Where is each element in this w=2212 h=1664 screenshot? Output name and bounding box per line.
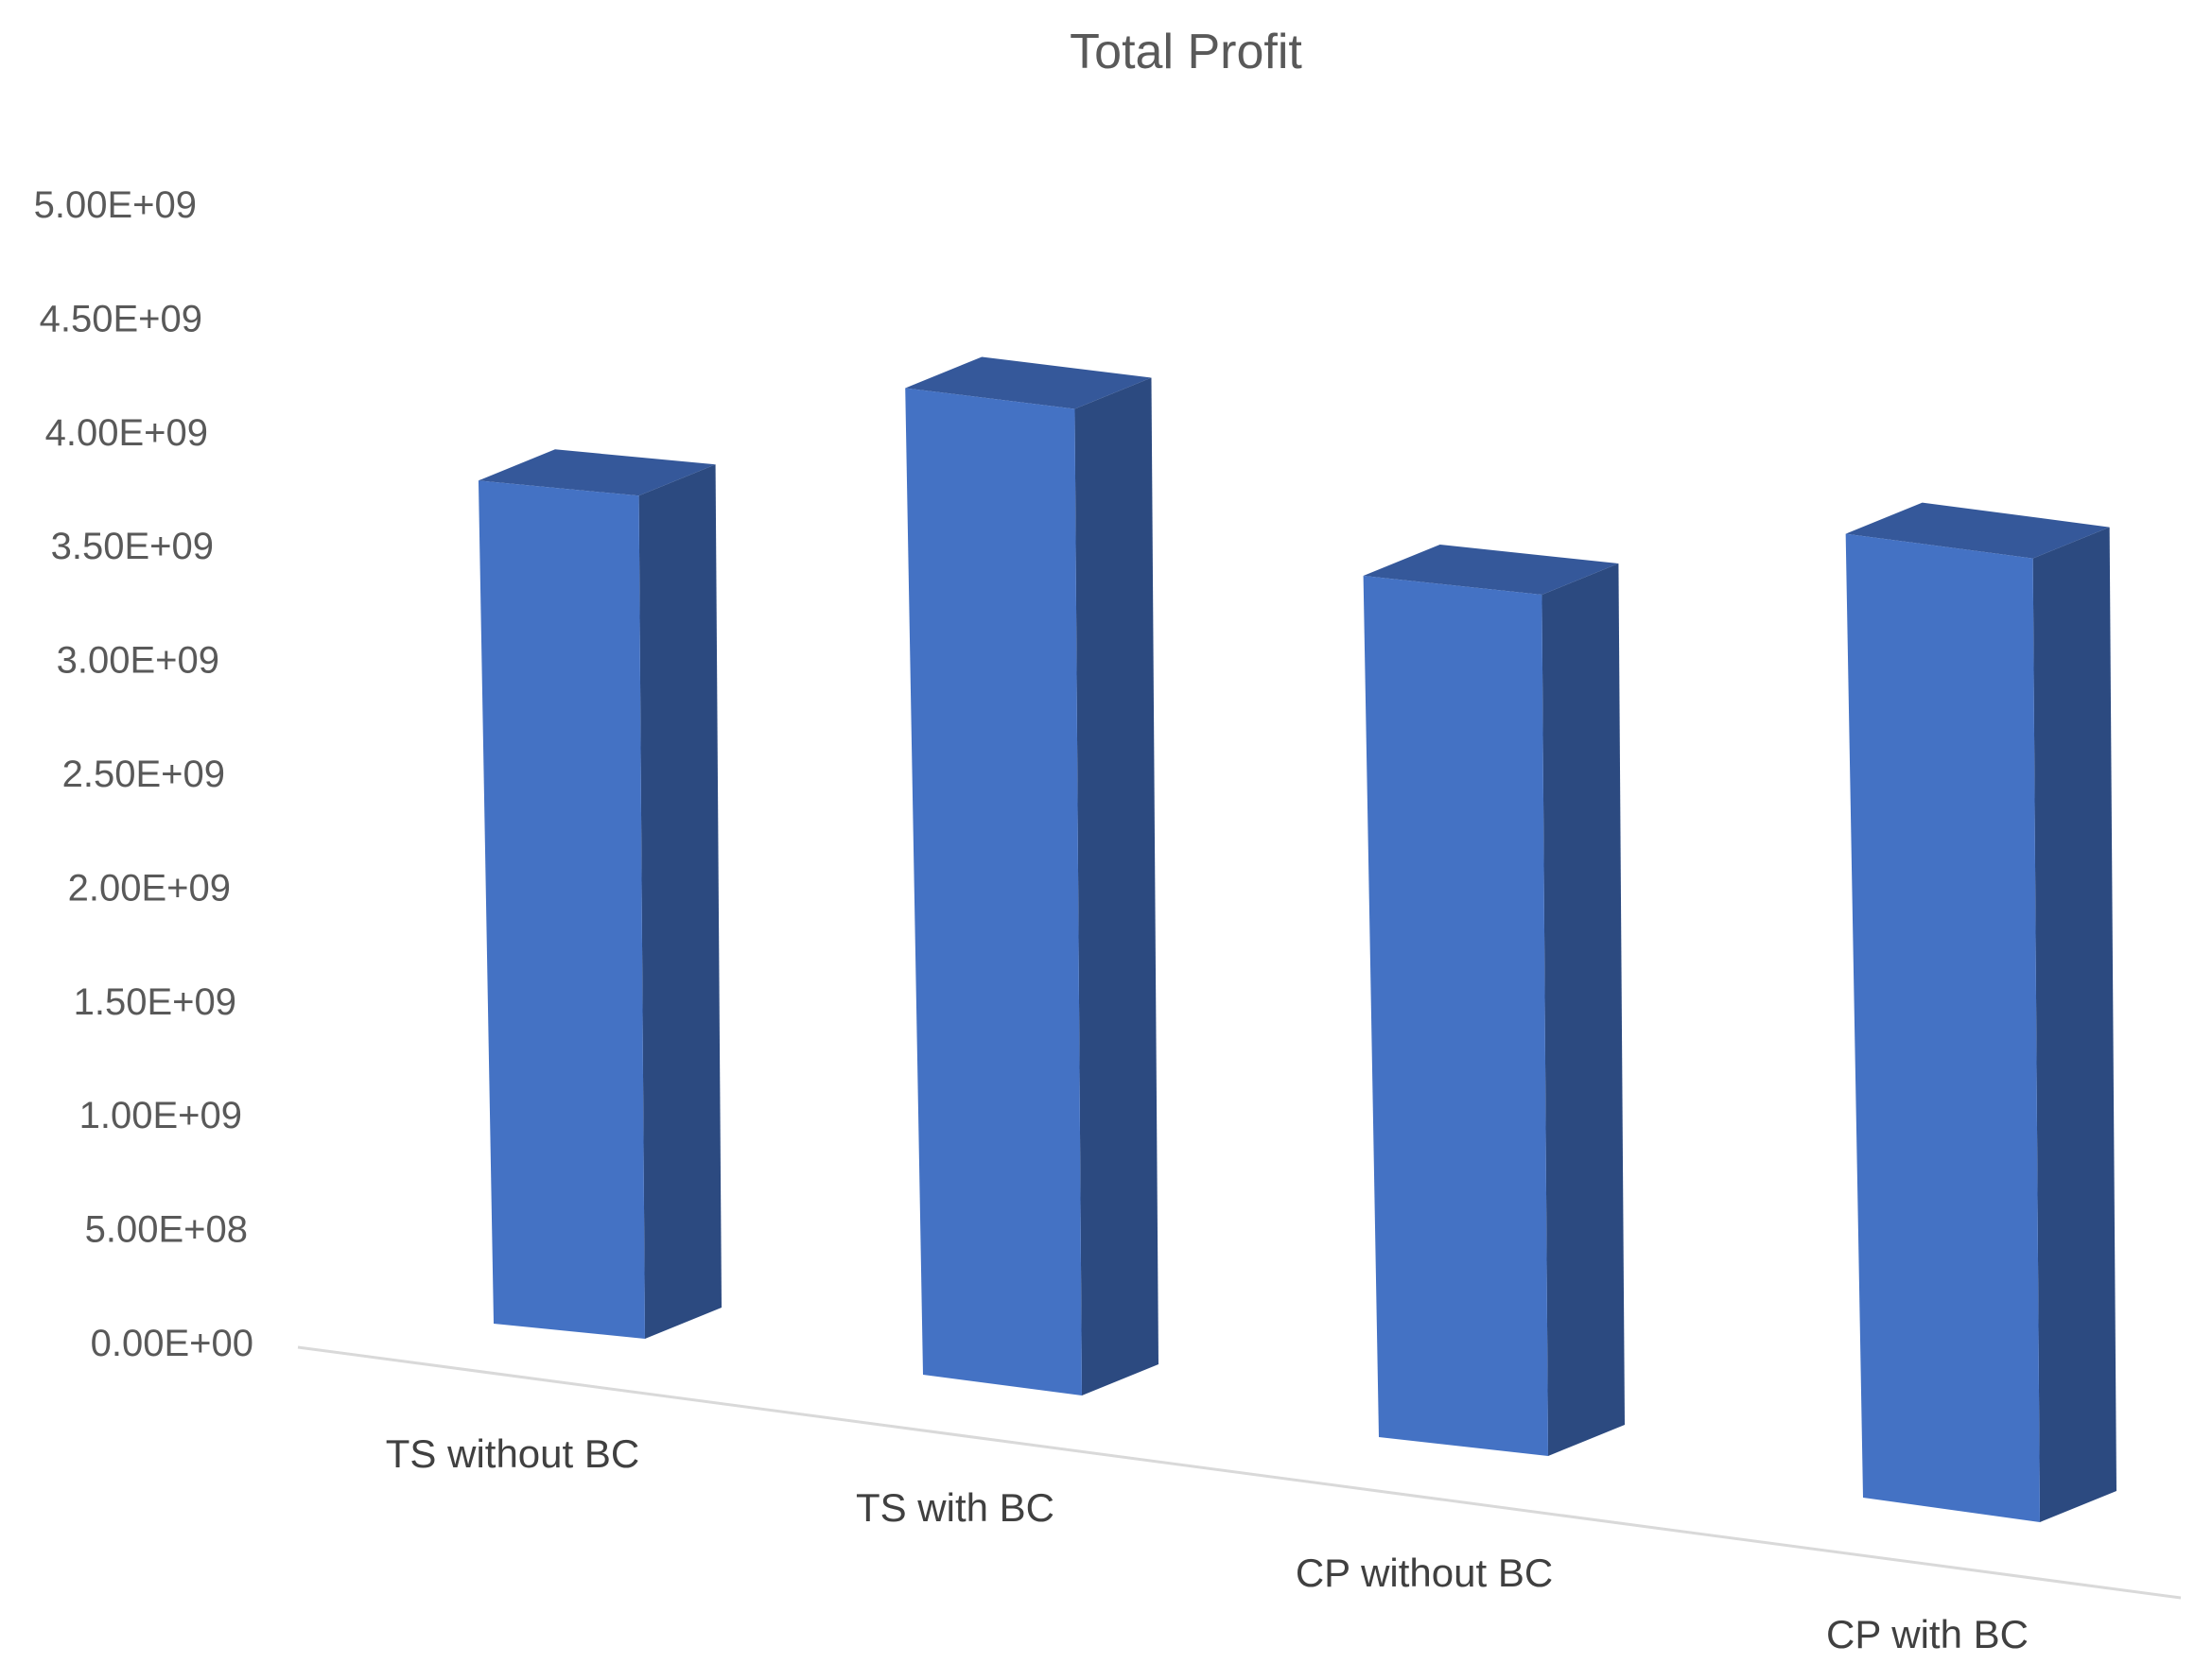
bars-group: [478, 356, 2116, 1522]
x-category-label: CP without BC: [1296, 1551, 1553, 1595]
x-category-label: TS with BC: [856, 1485, 1054, 1530]
y-tick-label: 4.50E+09: [40, 298, 202, 339]
bar: [478, 449, 722, 1339]
y-tick-label: 3.00E+09: [57, 640, 219, 682]
bar-front-face: [1845, 533, 2040, 1522]
bar-front-face: [905, 388, 1082, 1396]
y-tick-label: 3.50E+09: [51, 526, 214, 567]
y-tick-label: 2.00E+09: [68, 867, 231, 909]
category-labels: TS without BC TS with BC CP without BC CP w…: [386, 1431, 2029, 1656]
bar: [905, 356, 1158, 1396]
y-tick-label: 0.00E+00: [91, 1323, 253, 1364]
y-tick-label: 5.00E+08: [85, 1209, 248, 1251]
y-tick-label: 1.00E+09: [79, 1095, 242, 1136]
bar-top-face: [1845, 502, 2110, 559]
x-category-label: TS without BC: [386, 1431, 639, 1476]
bar: [1363, 545, 1625, 1456]
bar-top-face: [1363, 545, 1619, 596]
bar-side-face: [1541, 563, 1625, 1456]
bar-side-face: [638, 464, 722, 1339]
x-category-label: CP with BC: [1826, 1612, 2029, 1656]
bar-side-face: [2032, 527, 2116, 1522]
bar-front-face: [1363, 576, 1548, 1456]
bar-side-face: [1074, 377, 1158, 1396]
floor-line: [297, 1345, 2182, 1600]
chart-title: Total Profit: [1070, 25, 1302, 79]
y-axis-ticks: 0.00E+00 5.00E+08 1.00E+09 1.50E+09 2.00E+09…: [34, 184, 253, 1364]
bar-top-face: [478, 449, 716, 496]
bar-front-face: [478, 480, 645, 1339]
y-tick-label: 1.50E+09: [74, 981, 236, 1023]
bar: [1845, 502, 2116, 1522]
bar-top-face: [905, 356, 1152, 409]
y-tick-label: 4.00E+09: [45, 412, 208, 454]
y-tick-label: 2.50E+09: [62, 754, 225, 795]
y-tick-label: 5.00E+09: [34, 184, 197, 226]
